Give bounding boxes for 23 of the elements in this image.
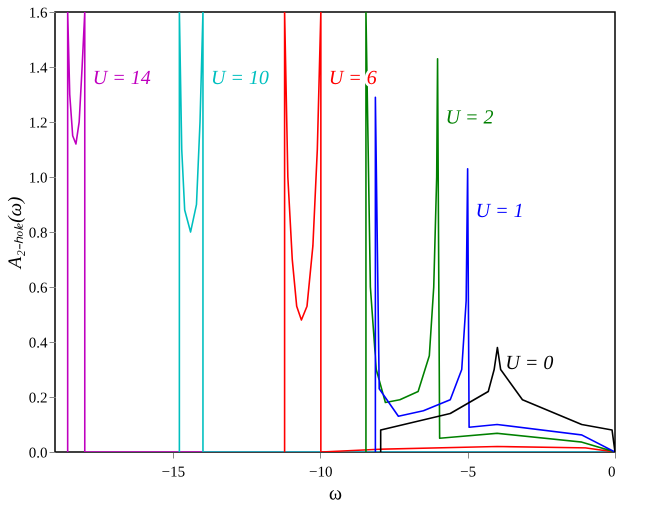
y-axis-title: A₂₋ₕₒₗₑ(ω) <box>4 196 26 270</box>
x-tick-label: 0 <box>608 464 616 480</box>
y-tick-label: 0.6 <box>28 280 48 296</box>
line-series <box>365 12 615 452</box>
y-tick-label: 1.2 <box>28 116 48 132</box>
y-tick-label: 0.2 <box>28 390 48 406</box>
y-tick-label: 1.0 <box>28 170 48 186</box>
y-tick-label: 1.6 <box>28 6 48 22</box>
series-label: U = 0 <box>505 352 554 374</box>
y-tick-label: 0.0 <box>28 446 48 462</box>
series-label: U = 1 <box>476 200 524 222</box>
y-tick-label: 0.8 <box>28 226 48 242</box>
x-tick-label: −5 <box>460 464 476 480</box>
x-axis-title: ω <box>328 482 342 504</box>
y-tick-label: 0.4 <box>28 336 48 352</box>
series-label: U = 2 <box>446 106 494 129</box>
series-label: U = 10 <box>210 67 269 89</box>
line-series <box>374 96 615 452</box>
x-tick-label: −15 <box>162 464 186 480</box>
series-label: U = 6 <box>328 67 377 89</box>
x-tick-label: −10 <box>309 464 332 480</box>
y-tick-label: 1.4 <box>28 60 48 76</box>
series-label: U = 14 <box>92 67 151 89</box>
